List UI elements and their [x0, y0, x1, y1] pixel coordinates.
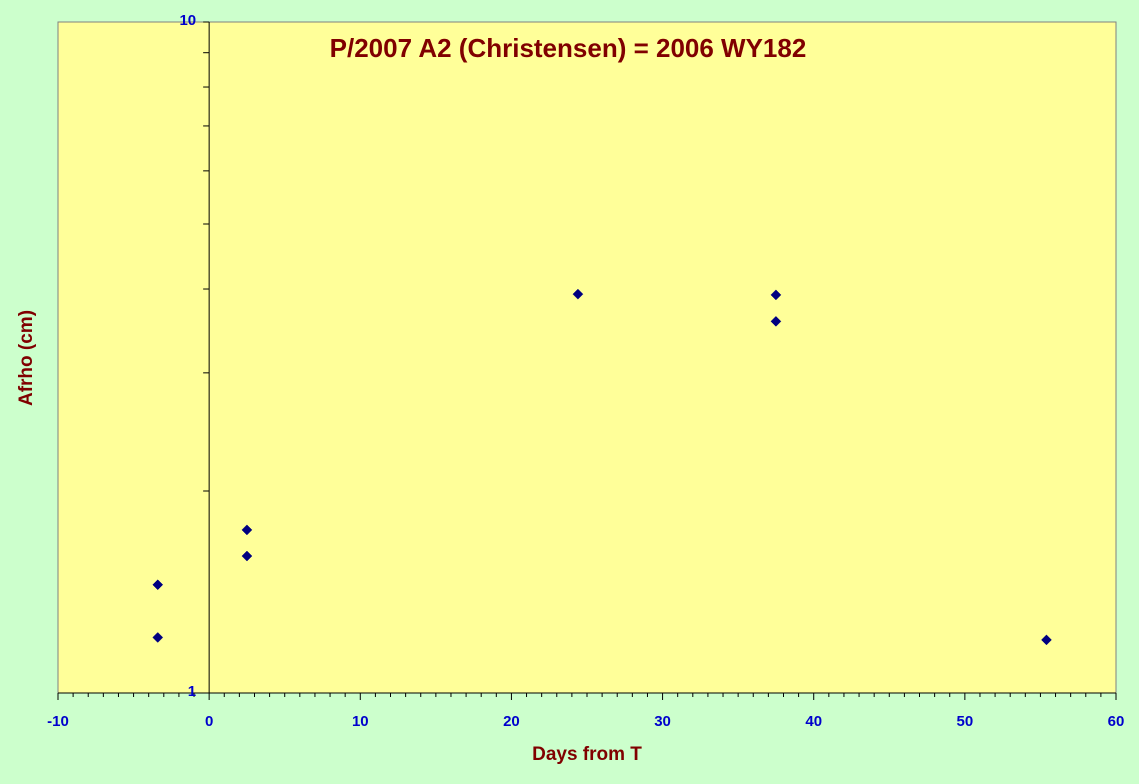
x-tick-label: -10 — [47, 713, 69, 730]
data-point — [241, 524, 253, 536]
x-tick-label: 20 — [503, 713, 520, 730]
data-points — [152, 288, 1052, 646]
tick-marks — [57, 21, 1117, 700]
data-point — [152, 632, 164, 643]
data-point — [572, 288, 584, 300]
x-tick-label: 50 — [957, 713, 974, 730]
y-tick-label: 10 — [179, 12, 196, 29]
plot-area — [57, 21, 1117, 694]
x-tick-label: 0 — [205, 713, 213, 730]
y-axis-title: Afrho (cm) — [16, 310, 37, 406]
x-tick-label: 60 — [1108, 713, 1125, 730]
tick-labels: -10 0 10 20 30 40 50 60 1 10 — [47, 12, 1124, 730]
y-tick-label: 1 — [188, 683, 196, 700]
x-tick-label: 40 — [805, 713, 822, 730]
chart-title: P/2007 A2 (Christensen) = 2006 WY182 — [330, 33, 807, 63]
x-tick-label: 30 — [654, 713, 671, 730]
data-point — [770, 315, 782, 327]
x-axis-title: Days from T — [532, 744, 642, 765]
data-point — [152, 579, 164, 591]
data-point — [241, 550, 253, 562]
data-point — [770, 289, 782, 301]
x-tick-label: 10 — [352, 713, 369, 730]
data-point — [1041, 634, 1052, 646]
